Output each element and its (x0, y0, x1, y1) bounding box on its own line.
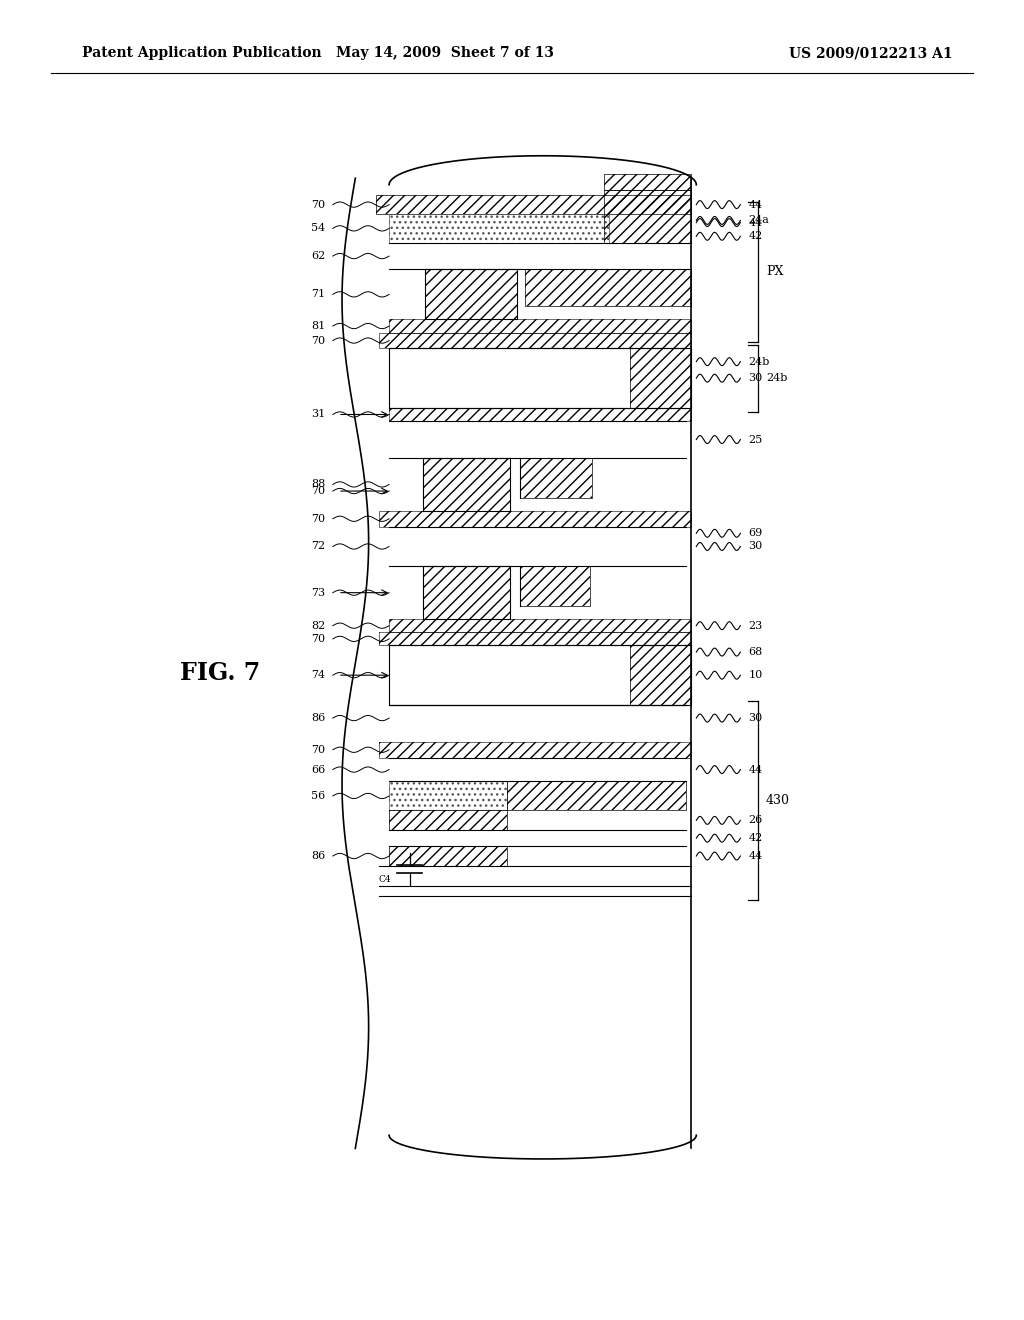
Bar (507, 781, 686, 810)
Bar (389, 619, 691, 632)
Bar (389, 781, 507, 810)
Text: 26: 26 (749, 816, 763, 825)
Bar (423, 566, 510, 619)
Text: 72: 72 (311, 541, 326, 552)
Bar (376, 195, 691, 214)
Bar (379, 742, 691, 758)
Text: 86: 86 (311, 713, 326, 723)
Bar (389, 214, 609, 243)
Text: 70: 70 (311, 335, 326, 346)
Bar (604, 190, 691, 243)
Text: 42: 42 (749, 833, 763, 843)
Text: 44: 44 (749, 764, 763, 775)
Bar (389, 810, 507, 830)
Bar (389, 810, 507, 830)
Text: 70: 70 (311, 513, 326, 524)
Text: 66: 66 (311, 764, 326, 775)
Bar (520, 566, 590, 606)
Text: 23: 23 (749, 620, 763, 631)
Bar (389, 214, 609, 243)
Text: 62: 62 (311, 251, 326, 261)
Text: 70: 70 (311, 199, 326, 210)
Text: 10: 10 (749, 671, 763, 680)
Bar (379, 333, 691, 348)
Bar (604, 190, 691, 243)
Text: 88: 88 (311, 479, 326, 490)
Bar (379, 632, 691, 645)
Bar (630, 348, 691, 408)
Text: 69: 69 (749, 528, 763, 539)
Text: 54: 54 (311, 223, 326, 234)
Bar (604, 174, 691, 190)
Bar (379, 742, 691, 758)
Text: 86: 86 (311, 851, 326, 861)
Bar (389, 319, 691, 333)
Text: 430: 430 (766, 795, 790, 807)
Text: 70: 70 (311, 744, 326, 755)
Bar (379, 333, 691, 348)
Bar (389, 846, 507, 866)
Bar (525, 269, 691, 306)
Bar (389, 645, 691, 705)
Text: Patent Application Publication: Patent Application Publication (82, 46, 322, 61)
Bar (630, 645, 691, 705)
Bar (379, 632, 691, 645)
Bar (376, 195, 691, 214)
Bar (507, 781, 686, 810)
Text: 68: 68 (749, 647, 763, 657)
Text: 30: 30 (749, 713, 763, 723)
Text: 24b: 24b (749, 356, 770, 367)
Text: US 2009/0122213 A1: US 2009/0122213 A1 (788, 46, 952, 61)
Text: C4: C4 (379, 875, 391, 884)
Bar (389, 408, 691, 421)
Text: May 14, 2009  Sheet 7 of 13: May 14, 2009 Sheet 7 of 13 (337, 46, 554, 61)
Bar (389, 846, 507, 866)
Text: 44: 44 (749, 218, 763, 227)
Bar (520, 458, 592, 498)
Text: 70: 70 (311, 634, 326, 644)
Text: 44: 44 (749, 199, 763, 210)
Bar (520, 458, 592, 498)
Bar (379, 511, 691, 527)
Text: 24b: 24b (766, 374, 787, 383)
Bar (389, 781, 507, 810)
Bar (425, 269, 517, 319)
Bar (389, 319, 691, 333)
Text: 30: 30 (749, 374, 763, 383)
Bar (525, 269, 691, 306)
Text: 44: 44 (749, 851, 763, 861)
Bar (423, 458, 510, 511)
Bar (389, 348, 691, 408)
Text: 74: 74 (311, 671, 326, 680)
Bar (520, 566, 590, 606)
Bar (389, 619, 691, 632)
Text: 56: 56 (311, 791, 326, 801)
Text: 82: 82 (311, 620, 326, 631)
Text: 71: 71 (311, 289, 326, 300)
Bar (389, 408, 691, 421)
Text: 81: 81 (311, 321, 326, 331)
Text: 25: 25 (749, 434, 763, 445)
Text: 31: 31 (311, 409, 326, 420)
Text: 42: 42 (749, 231, 763, 242)
Text: 70: 70 (311, 486, 326, 496)
Text: 73: 73 (311, 587, 326, 598)
Bar (630, 348, 691, 408)
Text: FIG. 7: FIG. 7 (180, 661, 260, 685)
Bar (423, 566, 510, 619)
Text: 24a: 24a (749, 215, 769, 226)
Text: 30: 30 (749, 541, 763, 552)
Text: PX: PX (766, 265, 783, 279)
Bar (379, 511, 691, 527)
Bar (604, 174, 691, 190)
Bar (630, 645, 691, 705)
Bar (425, 269, 517, 319)
Bar (423, 458, 510, 511)
